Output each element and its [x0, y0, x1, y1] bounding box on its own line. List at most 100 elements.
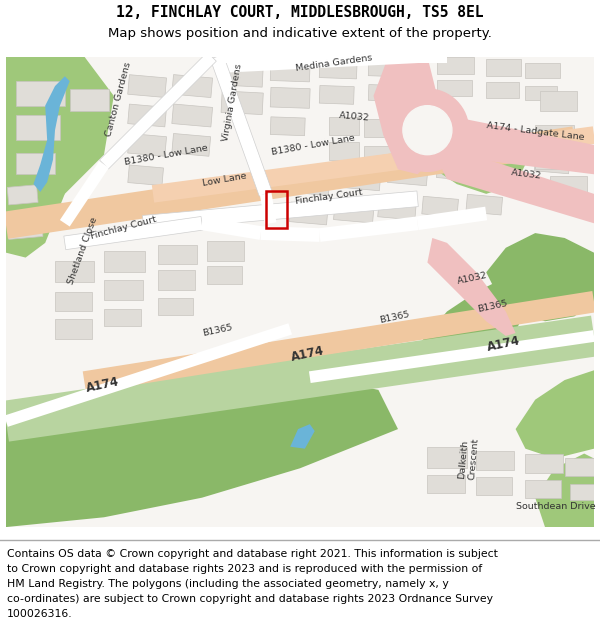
- Polygon shape: [6, 57, 594, 527]
- Bar: [485, 155, 522, 178]
- Bar: [270, 61, 310, 82]
- Bar: [526, 62, 560, 78]
- Polygon shape: [416, 207, 487, 230]
- Bar: [329, 118, 359, 135]
- Bar: [55, 261, 94, 282]
- Bar: [427, 475, 464, 492]
- Bar: [16, 152, 55, 174]
- Polygon shape: [152, 126, 595, 202]
- Polygon shape: [260, 226, 320, 242]
- Bar: [427, 447, 467, 468]
- Bar: [540, 91, 577, 111]
- Polygon shape: [6, 370, 398, 527]
- Bar: [526, 454, 563, 473]
- Bar: [535, 150, 572, 169]
- Bar: [104, 251, 145, 272]
- Circle shape: [386, 89, 469, 171]
- Bar: [338, 166, 381, 191]
- Bar: [486, 82, 518, 98]
- Bar: [334, 200, 374, 223]
- Polygon shape: [6, 174, 65, 258]
- Bar: [364, 146, 391, 161]
- Text: Virginia Gardens: Virginia Gardens: [221, 63, 244, 142]
- Text: co-ordinates) are subject to Crown copyright and database rights 2023 Ordnance S: co-ordinates) are subject to Crown copyr…: [7, 594, 493, 604]
- Polygon shape: [535, 454, 594, 527]
- Polygon shape: [210, 54, 272, 196]
- Text: B1365: B1365: [476, 298, 508, 314]
- Polygon shape: [6, 57, 114, 223]
- Text: Map shows position and indicative extent of the property.: Map shows position and indicative extent…: [108, 28, 492, 40]
- Bar: [16, 116, 60, 140]
- Text: A174 - Ladgate Lane: A174 - Ladgate Lane: [486, 121, 585, 142]
- Circle shape: [403, 106, 452, 154]
- Text: B1365: B1365: [202, 323, 234, 338]
- Bar: [7, 185, 38, 205]
- Bar: [128, 104, 167, 127]
- Polygon shape: [486, 233, 594, 321]
- Bar: [550, 176, 587, 194]
- Bar: [486, 59, 521, 76]
- Bar: [207, 266, 242, 284]
- Bar: [436, 158, 475, 181]
- Text: Dalkeith
Crescent: Dalkeith Crescent: [457, 436, 480, 480]
- Text: A174: A174: [486, 334, 522, 354]
- Polygon shape: [201, 216, 262, 240]
- Polygon shape: [143, 191, 418, 231]
- Bar: [476, 477, 512, 495]
- Bar: [172, 104, 212, 127]
- Bar: [378, 199, 416, 220]
- Polygon shape: [100, 52, 217, 169]
- Bar: [128, 165, 164, 186]
- Text: A174: A174: [290, 344, 326, 364]
- Bar: [329, 142, 359, 159]
- Bar: [158, 245, 197, 264]
- Bar: [466, 194, 503, 215]
- Text: Finchlay Court: Finchlay Court: [295, 188, 364, 206]
- Polygon shape: [60, 161, 109, 226]
- Bar: [16, 81, 65, 106]
- Text: Finchlay Court: Finchlay Court: [89, 215, 157, 241]
- Bar: [70, 89, 109, 111]
- Polygon shape: [3, 316, 597, 442]
- Bar: [104, 309, 141, 326]
- Bar: [437, 57, 475, 74]
- Bar: [535, 125, 574, 145]
- Text: Canton Gardens: Canton Gardens: [104, 61, 133, 137]
- Text: B1365: B1365: [379, 310, 410, 325]
- Bar: [158, 271, 195, 290]
- Polygon shape: [319, 216, 418, 242]
- Polygon shape: [83, 291, 596, 392]
- Polygon shape: [427, 135, 526, 194]
- Bar: [368, 84, 400, 101]
- Bar: [526, 86, 557, 100]
- Bar: [172, 134, 211, 156]
- Bar: [535, 151, 570, 174]
- Text: Southdean Drive: Southdean Drive: [515, 503, 595, 511]
- Bar: [172, 74, 212, 98]
- Polygon shape: [221, 51, 418, 73]
- Bar: [565, 459, 594, 476]
- Bar: [437, 80, 472, 96]
- Bar: [207, 241, 244, 261]
- Polygon shape: [260, 193, 277, 224]
- Text: Shetland Close: Shetland Close: [67, 216, 100, 286]
- Bar: [388, 161, 428, 186]
- Polygon shape: [437, 116, 594, 174]
- Text: HM Land Registry. The polygons (including the associated geometry, namely x, y: HM Land Registry. The polygons (includin…: [7, 579, 449, 589]
- Polygon shape: [4, 323, 292, 427]
- Polygon shape: [34, 76, 70, 192]
- Polygon shape: [442, 150, 594, 223]
- Polygon shape: [290, 424, 315, 449]
- Text: Low Lane: Low Lane: [202, 171, 248, 188]
- Polygon shape: [349, 282, 526, 385]
- Bar: [104, 280, 143, 300]
- Text: A1032: A1032: [511, 169, 542, 181]
- Polygon shape: [374, 57, 442, 174]
- Text: B1380 - Low Lane: B1380 - Low Lane: [271, 133, 355, 157]
- Polygon shape: [309, 330, 595, 383]
- Polygon shape: [515, 370, 594, 459]
- Bar: [319, 86, 354, 104]
- Bar: [221, 64, 263, 87]
- Bar: [270, 88, 310, 108]
- Bar: [158, 298, 193, 316]
